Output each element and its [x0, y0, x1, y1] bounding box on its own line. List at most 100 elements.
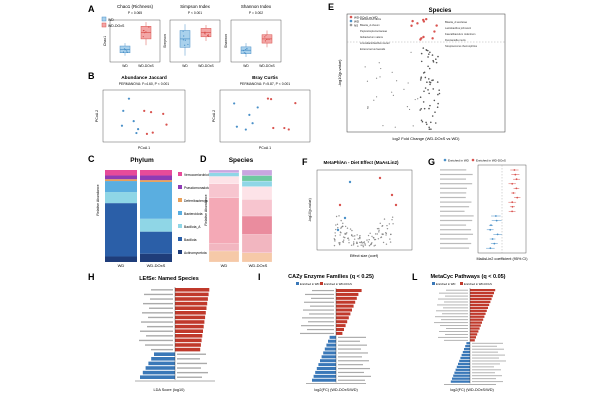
bar-label-line	[438, 298, 468, 300]
volcano-point	[366, 80, 369, 82]
bar	[470, 324, 481, 327]
volcano-point	[428, 107, 430, 110]
volcano-point	[437, 102, 439, 105]
bar-label-line	[144, 293, 173, 296]
bar-label-line	[139, 339, 173, 342]
panel-a-boxplots: Chao1 (Richness) P = 0.065 Chao1 WD WD-DOxS S…	[103, 4, 282, 68]
data-point	[266, 38, 268, 40]
panel-d-xlabel-wd: WD	[221, 263, 228, 268]
panel-c-legend: Verrucomicrobiota Pseudomonadota Deferri…	[178, 172, 211, 255]
bar-label-line	[148, 316, 173, 319]
volcano-point	[338, 215, 340, 217]
bar	[145, 366, 175, 370]
legend-l-2: Enriched in WD-DOxS	[464, 282, 492, 286]
feature-label-line	[440, 215, 474, 217]
volcano-point	[391, 71, 393, 73]
bar	[336, 331, 343, 335]
volcano-point	[340, 232, 342, 234]
bar-label-line	[177, 371, 208, 374]
pcoa-point	[143, 109, 146, 112]
stack-segment	[241, 175, 273, 182]
data-point	[182, 30, 184, 32]
volcano-point	[419, 96, 422, 99]
bar	[336, 304, 354, 308]
stack-segment	[241, 252, 273, 263]
bar	[459, 359, 470, 363]
volcano-point	[377, 238, 380, 240]
bar-label-line	[338, 367, 370, 370]
stack-segment	[208, 172, 240, 177]
bar	[175, 334, 203, 338]
panel-b-xlabel: PCoA 1	[259, 146, 271, 150]
bar	[336, 320, 348, 324]
panel-letter-c: C	[88, 154, 95, 164]
bar	[470, 321, 482, 324]
bar	[466, 342, 470, 345]
volcano-point	[429, 104, 431, 107]
bar	[470, 289, 496, 292]
volcano-label: Streptococcus thermophilus	[445, 44, 478, 48]
bar-label-line	[177, 362, 207, 365]
pcoa-point	[266, 97, 270, 100]
volcano-point-sig	[411, 19, 414, 23]
volcano-point	[351, 234, 353, 236]
volcano-point	[342, 225, 344, 228]
panel-letter-g: G	[428, 157, 435, 167]
volcano-point	[385, 232, 387, 234]
volcano-point	[432, 88, 435, 90]
volcano-point	[417, 98, 419, 100]
bar-label-line	[177, 367, 201, 369]
volcano-point	[376, 233, 378, 235]
volcano-point	[364, 66, 366, 68]
panel-a-axes	[169, 19, 221, 63]
bar-label-line	[436, 310, 468, 312]
panel-a-xlabel: WD-DOxS	[138, 64, 154, 68]
volcano-point	[361, 242, 364, 244]
volcano-point	[338, 243, 341, 246]
effect-point	[511, 210, 513, 213]
legend-phylum-7: Actinomycetota	[184, 251, 207, 255]
volcano-label: Ileibacterium valens	[360, 35, 384, 39]
bar	[175, 324, 204, 329]
bar-label-line	[442, 313, 468, 315]
volcano-point	[378, 229, 380, 231]
volcano-point	[389, 238, 391, 240]
bar	[312, 378, 336, 382]
pcoa-point	[233, 102, 236, 105]
volcano-point	[334, 235, 337, 237]
stack-segment	[140, 175, 172, 181]
panel-e-title: Species	[429, 8, 452, 14]
volcano-point-sig	[433, 30, 436, 33]
volcano-point	[347, 237, 349, 240]
volcano-point	[349, 228, 352, 230]
legend-e-1: WD-DOxS vs WD	[354, 16, 378, 20]
panel-g-forest	[440, 169, 521, 250]
legend-phylum-5: Bacillota_A	[184, 225, 201, 229]
bar	[454, 371, 470, 374]
feature-label-line	[440, 183, 473, 185]
volcano-point	[342, 239, 345, 241]
volcano-point	[337, 227, 339, 229]
volcano-point	[391, 91, 393, 93]
bar-label-line	[151, 289, 173, 291]
volcano-point	[386, 227, 389, 230]
volcano-point	[359, 234, 361, 237]
volcano-point	[338, 242, 340, 244]
volcano-point	[342, 236, 345, 238]
legend-phylum-3: Deferribacterota	[184, 199, 208, 203]
bar	[470, 318, 484, 321]
panel-f-axes	[316, 169, 413, 251]
volcano-point	[392, 223, 394, 225]
volcano-point	[428, 126, 430, 129]
panel-g-xlabel: MaAsLin2 coefficient (95% CI)	[476, 257, 528, 261]
bar-label-line	[338, 364, 363, 366]
bar-label-line	[304, 301, 334, 303]
data-point	[207, 35, 210, 37]
panel-d-ylabel: Relative Abundance	[204, 194, 208, 225]
legend-phylum-2: Pseudomonadota	[184, 186, 210, 190]
bar	[323, 351, 336, 355]
volcano-point	[429, 51, 431, 54]
bar	[151, 357, 175, 361]
volcano-point-sig	[390, 193, 394, 197]
